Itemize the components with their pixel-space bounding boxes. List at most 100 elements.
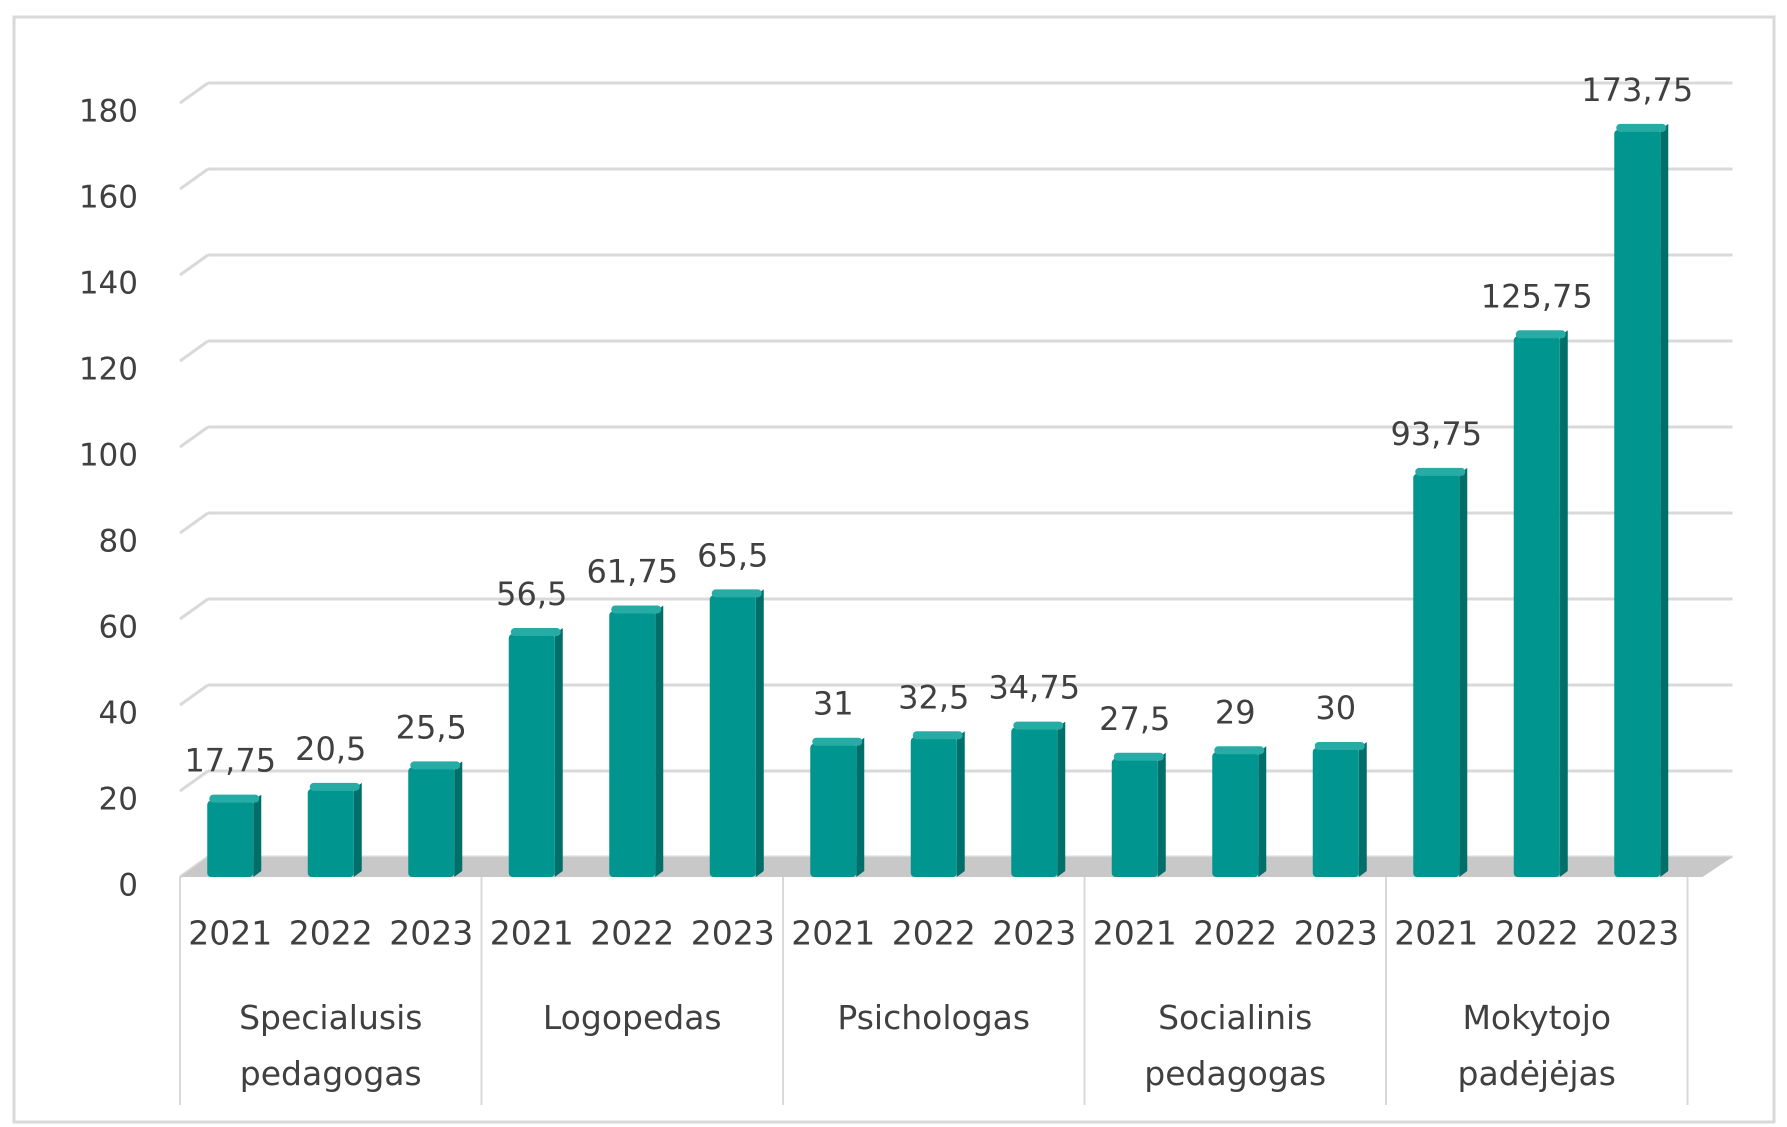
bar-side [755, 589, 764, 877]
bar-side [454, 761, 463, 877]
bar-top [812, 737, 863, 746]
bar-side [1157, 752, 1166, 877]
value-label: 61,75 [586, 552, 678, 590]
y-tick-label: 80 [99, 524, 138, 560]
bar [1011, 727, 1058, 877]
bar [709, 595, 756, 877]
bar-top [1013, 721, 1064, 730]
value-label: 30 [1315, 689, 1356, 727]
value-label: 32,5 [898, 678, 969, 716]
bar-side [1559, 330, 1568, 877]
bar-top [1616, 123, 1667, 132]
y-tick-label: 20 [99, 782, 138, 818]
value-label: 65,5 [697, 536, 768, 574]
value-label: 17,75 [184, 742, 276, 780]
y-tick-label: 120 [79, 352, 138, 388]
bar [1111, 758, 1158, 877]
bar-top [912, 731, 963, 740]
y-tick-label: 60 [99, 610, 138, 646]
bar [1413, 473, 1460, 877]
x-tick-label: 2022 [590, 914, 674, 953]
bar-top [1314, 742, 1365, 750]
grid-side [179, 167, 209, 191]
x-tick-label: 2023 [1595, 914, 1679, 953]
x-tick-label: 2021 [1093, 914, 1177, 953]
bar [1513, 336, 1560, 877]
bar-side [1057, 721, 1066, 877]
grid-side [179, 339, 209, 363]
x-tick-label: 2021 [490, 914, 574, 953]
bar-side [655, 605, 664, 877]
bar-top [1214, 746, 1265, 755]
bar-side [253, 794, 262, 877]
bar [1614, 129, 1661, 877]
x-tick-label: 2022 [1193, 914, 1277, 953]
x-tick-label: 2021 [791, 914, 875, 953]
group-label: Mokytojo padėjėjas [1457, 998, 1616, 1093]
bar [207, 800, 254, 877]
group-label: Psichologas [837, 998, 1031, 1037]
grid-side [179, 597, 209, 621]
grid-side [179, 683, 209, 707]
y-tick-label: 140 [79, 266, 138, 302]
bar-top [611, 605, 662, 614]
x-tick-label: 2021 [1394, 914, 1478, 953]
value-label: 173,75 [1581, 71, 1693, 109]
bar [508, 634, 555, 877]
bar-top [1515, 330, 1566, 339]
bar-top [1113, 752, 1164, 761]
grid-side [179, 511, 209, 535]
value-label: 27,5 [1099, 700, 1170, 738]
chart-border [12, 15, 1776, 1124]
bar-side [353, 782, 362, 877]
value-label: 31 [813, 685, 854, 723]
grid-side [179, 81, 209, 105]
group-label: Specialusis pedagogas [239, 998, 423, 1093]
x-tick-label: 2022 [892, 914, 976, 953]
grid-side [179, 425, 209, 449]
x-tick-label: 2023 [691, 914, 775, 953]
bar-top [410, 761, 461, 770]
bar [1312, 748, 1359, 877]
bar [408, 767, 455, 877]
bar-top [711, 589, 762, 598]
x-tick-label: 2023 [389, 914, 473, 953]
bar [1212, 752, 1259, 877]
x-tick-label: 2022 [289, 914, 373, 953]
bar-side [1459, 467, 1468, 877]
value-label: 125,75 [1481, 277, 1593, 315]
bar-top [1415, 467, 1466, 476]
bar-side [956, 731, 965, 877]
group-label: Socialinis pedagogas [1144, 998, 1327, 1093]
value-label: 56,5 [496, 575, 567, 613]
value-label: 25,5 [396, 708, 467, 746]
grid-side [179, 769, 209, 793]
x-tick-label: 2021 [188, 914, 272, 953]
bar [910, 737, 957, 877]
bar-top [309, 782, 360, 791]
bar-top [510, 628, 561, 637]
y-tick-label: 100 [79, 438, 138, 474]
bar [810, 743, 857, 877]
bar-top [209, 794, 260, 803]
y-tick-label: 160 [79, 180, 138, 216]
bar [307, 788, 354, 877]
bar-side [554, 628, 563, 877]
x-tick-label: 2022 [1495, 914, 1579, 953]
bar [609, 611, 656, 877]
bar-side [856, 737, 865, 877]
y-tick-label: 180 [79, 94, 138, 130]
bar-side [1358, 742, 1367, 877]
bar-side [1258, 746, 1267, 877]
bar-side [1660, 123, 1669, 877]
value-label: 20,5 [295, 730, 366, 768]
value-label: 93,75 [1390, 415, 1482, 453]
grid-side [179, 253, 209, 277]
x-tick-label: 2023 [1294, 914, 1378, 953]
y-tick-label: 0 [118, 868, 138, 904]
value-label: 34,75 [988, 669, 1080, 707]
x-tick-label: 2023 [992, 914, 1076, 953]
group-label: Logopedas [542, 998, 722, 1037]
